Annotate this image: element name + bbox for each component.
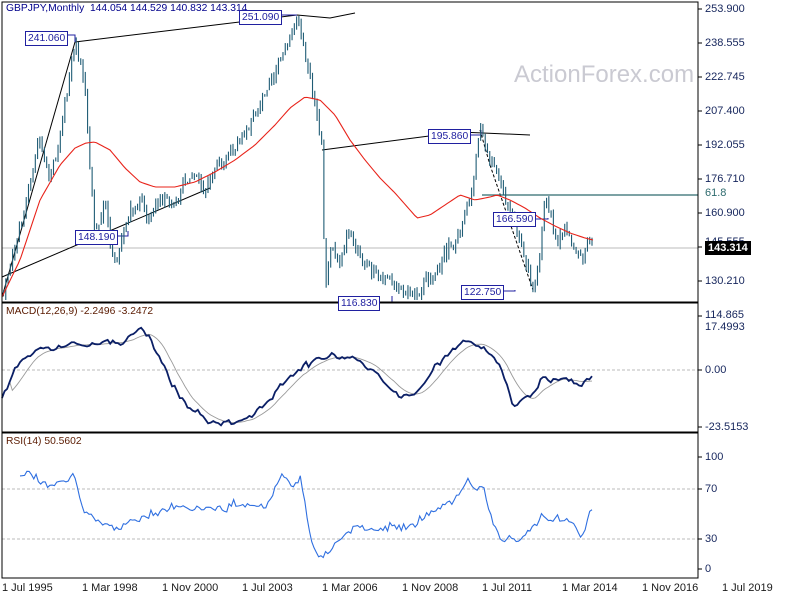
svg-text:ActionForex.com: ActionForex.com <box>514 61 694 88</box>
